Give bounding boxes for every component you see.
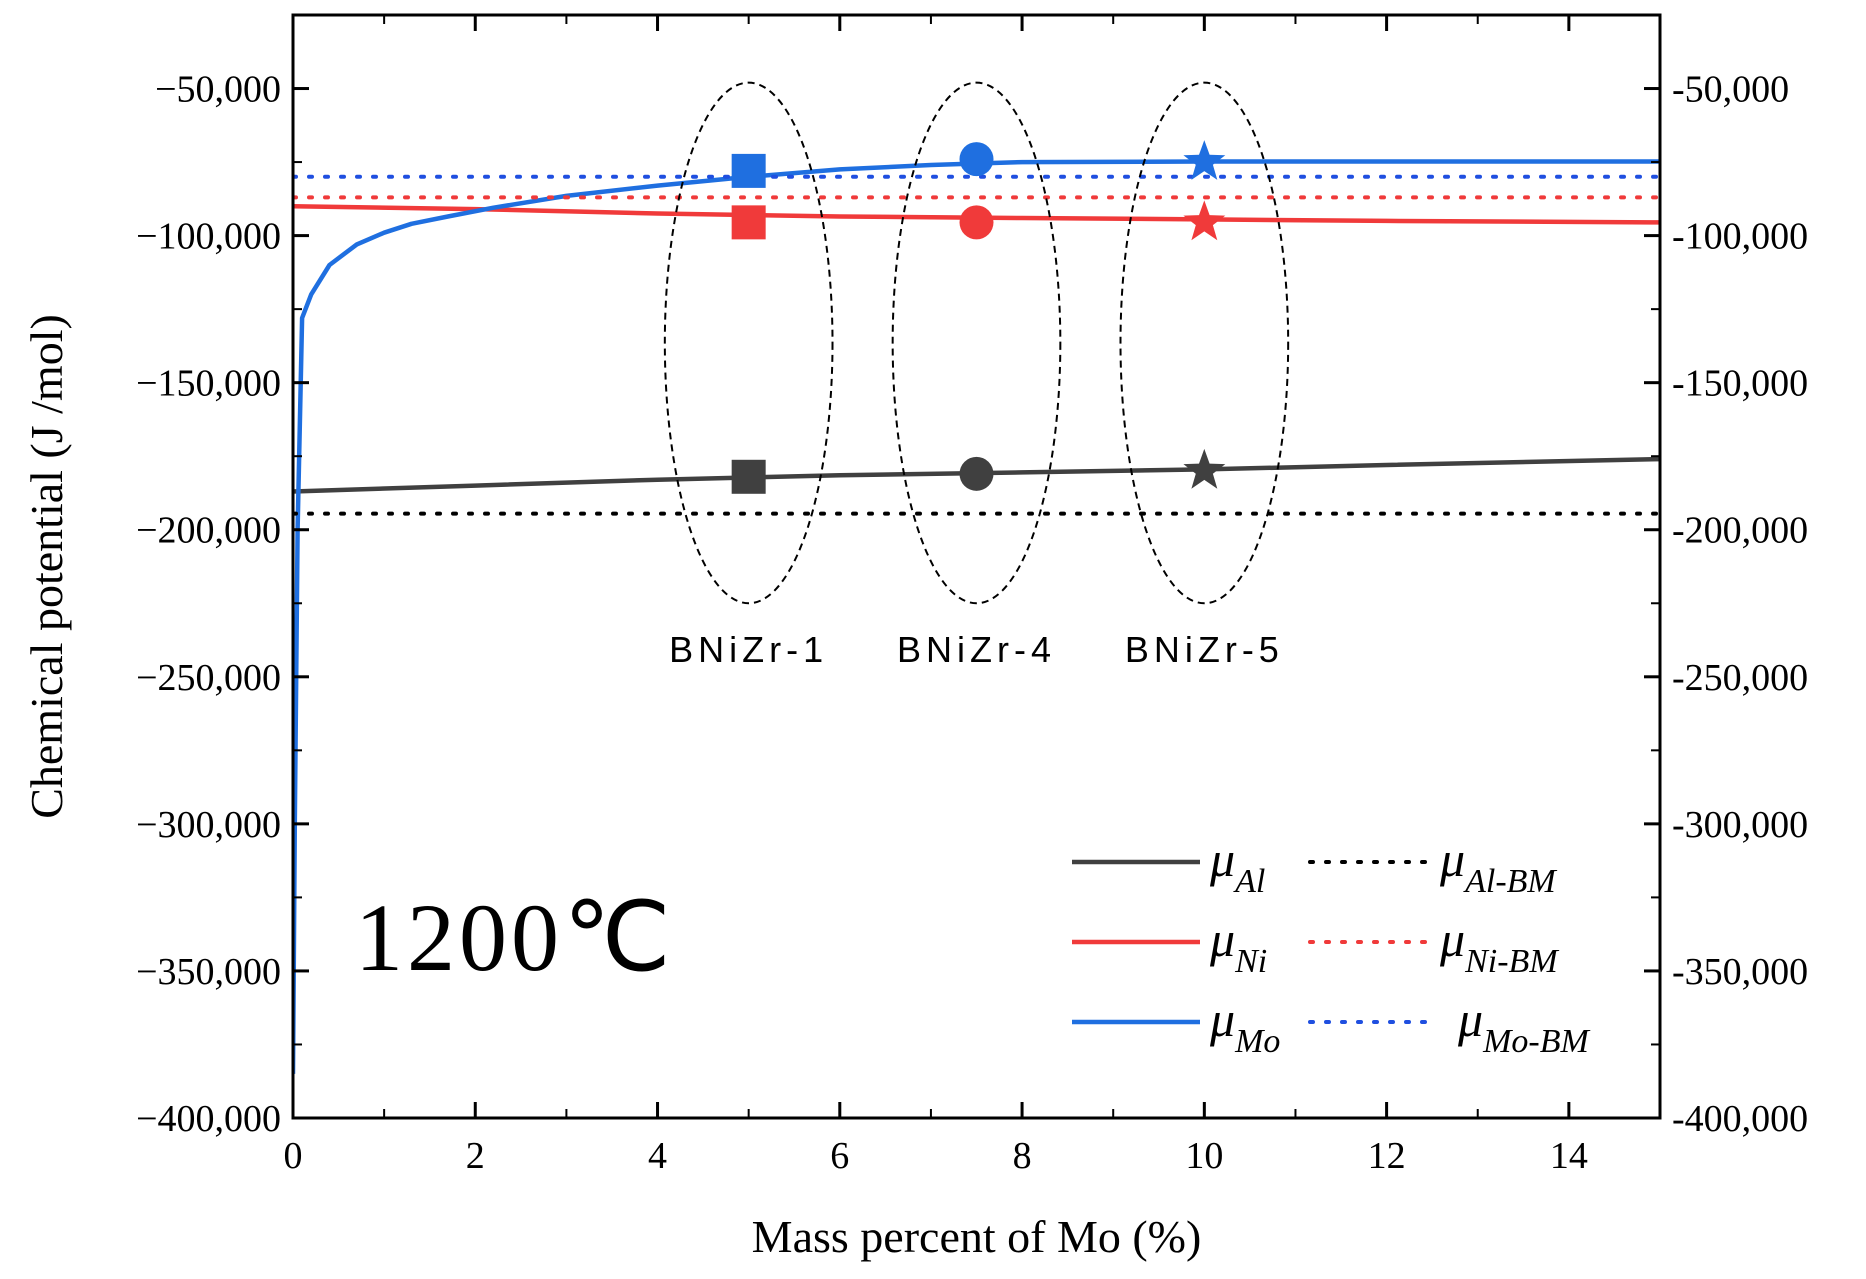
x-tick-label: 4 <box>648 1135 667 1177</box>
group-ellipse-bnizr-4 <box>891 81 1062 605</box>
axes: 0 2 4 6 8 10 12 14 −400,000 -400,000 −350,000 -350,… <box>136 15 1808 1177</box>
legend-dotted-subscript: Mo-BM <box>1482 1023 1590 1060</box>
group-ellipse-bnizr-1 <box>663 81 834 605</box>
legend-solid-symbol: μ <box>1209 911 1235 967</box>
marker-bnizr-1-mo <box>731 153 766 188</box>
legend-dotted-symbol: μ <box>1439 831 1465 887</box>
legend-dotted-subscript: Al-BM <box>1463 863 1557 900</box>
x-tick-label: 0 <box>284 1135 303 1177</box>
legend-solid-label-0: μAl <box>1209 831 1265 900</box>
legend-solid-symbol: μ <box>1209 831 1235 887</box>
marker-bnizr-5-ni <box>1183 200 1226 241</box>
plot-frame <box>291 13 1662 1120</box>
legend-dotted-label-2: μMo-BM <box>1457 991 1591 1060</box>
legend-dotted-label-1: μNi-BM <box>1439 911 1559 980</box>
y-axis-title: Chemical potential (J /mol) <box>21 314 72 819</box>
legend-solid-symbol: μ <box>1209 991 1235 1047</box>
y-tick-label-right: -150,000 <box>1672 363 1808 405</box>
plot-content <box>293 159 1660 1074</box>
marker-bnizr-5-al <box>1183 448 1226 489</box>
y-tick-label-left: −100,000 <box>136 216 281 258</box>
x-tick-label: 8 <box>1013 1135 1032 1177</box>
legend-solid-subscript: Al <box>1233 863 1265 900</box>
marker-bnizr-1-ni <box>731 205 766 240</box>
y-tick-label-left: −400,000 <box>136 1098 281 1140</box>
marker-bnizr-5-mo <box>1183 140 1226 180</box>
legend-solid-label-1: μNi <box>1209 911 1267 980</box>
marker-bnizr-1-al <box>731 459 766 494</box>
series-line-1 <box>293 203 1660 225</box>
y-tick-label-right: -350,000 <box>1672 951 1808 993</box>
legend-dotted-subscript: Ni-BM <box>1464 943 1559 980</box>
y-tick-label-right: -400,000 <box>1672 1098 1808 1140</box>
legend-dotted-symbol: μ <box>1457 991 1483 1047</box>
y-tick-label-left: −300,000 <box>136 804 281 846</box>
y-tick-label-right: -200,000 <box>1672 510 1808 552</box>
x-tick-label: 10 <box>1185 1135 1223 1177</box>
legend-dotted-symbol: μ <box>1439 911 1465 967</box>
series-line-0 <box>293 456 1660 494</box>
group-ellipse-bnizr-5 <box>1119 81 1290 605</box>
legend-solid-subscript: Ni <box>1234 943 1267 980</box>
temperature-annotation: 1200℃ <box>355 884 675 991</box>
legend-solid-label-2: μMo <box>1209 991 1280 1060</box>
legend-solid-subscript: Mo <box>1234 1023 1280 1060</box>
legend-dotted-label-0: μAl-BM <box>1439 831 1557 900</box>
y-tick-label-right: -300,000 <box>1672 804 1808 846</box>
marker-bnizr-4-ni <box>959 205 994 240</box>
sample-label: BNiZr-5 <box>1125 629 1284 670</box>
y-tick-label-left: −250,000 <box>136 657 281 699</box>
y-tick-label-right: -50,000 <box>1672 69 1789 111</box>
y-tick-label-left: −200,000 <box>136 510 281 552</box>
marker-bnizr-4-mo <box>959 142 994 177</box>
sample-label: BNiZr-4 <box>897 629 1056 670</box>
y-tick-label-left: −350,000 <box>136 951 281 993</box>
x-tick-label: 2 <box>466 1135 485 1177</box>
y-tick-label-right: -250,000 <box>1672 657 1808 699</box>
y-tick-label-right: -100,000 <box>1672 216 1808 258</box>
x-tick-label: 14 <box>1550 1135 1588 1177</box>
x-tick-label: 6 <box>830 1135 849 1177</box>
y-tick-label-left: −50,000 <box>155 69 281 111</box>
series-line-2 <box>293 159 1660 1074</box>
x-tick-label: 12 <box>1368 1135 1406 1177</box>
x-axis-title: Mass percent of Mo (%) <box>752 1211 1202 1262</box>
sample-label: BNiZr-1 <box>669 629 828 670</box>
marker-bnizr-4-al <box>959 456 994 491</box>
y-tick-label-left: −150,000 <box>136 363 281 405</box>
